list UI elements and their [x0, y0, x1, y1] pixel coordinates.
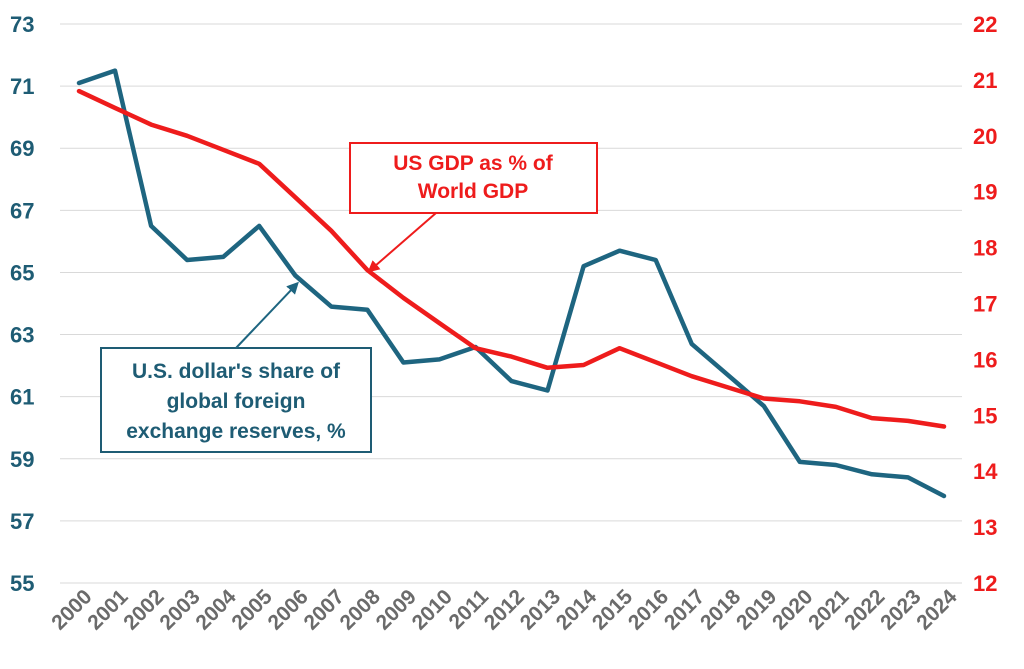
gridlines: [60, 23, 962, 584]
series-line-2: [76, 88, 947, 429]
x-axis-ticks: 2000200120022003200420052006200720082009…: [47, 585, 962, 635]
right-tick-label: 14: [973, 459, 998, 484]
annotation-label-gdp: World GDP: [418, 180, 528, 203]
x-tick-label: 2004: [191, 585, 241, 635]
x-tick-label: 2018: [696, 585, 746, 635]
x-tick-label: 2001: [83, 585, 133, 635]
left-tick-label: 69: [10, 136, 34, 161]
right-tick-label: 16: [973, 347, 997, 372]
left-tick-label: 61: [10, 385, 34, 410]
annotation-label-reserves: exchange reserves, %: [126, 420, 346, 443]
right-axis-ticks: 12 13 14 15 16 17 18 19 20 21 22: [973, 12, 998, 596]
series-lines: [76, 68, 947, 499]
right-tick-label: 15: [973, 403, 997, 428]
x-tick-label: 2003: [155, 585, 204, 634]
left-tick-label: 55: [10, 571, 34, 596]
x-tick-label: 2016: [624, 585, 673, 634]
x-tick-label: 2006: [263, 585, 312, 634]
x-tick-label: 2010: [408, 585, 457, 634]
left-tick-label: 71: [10, 74, 34, 99]
annotation-label-reserves: global foreign: [167, 390, 306, 413]
annotations: US GDP as % of World GDP U.S. dollar's sha…: [100, 142, 598, 453]
x-tick-label: 2023: [876, 585, 925, 634]
right-tick-label: 18: [973, 236, 997, 261]
x-tick-label: 2022: [840, 585, 889, 634]
annotation-box-gdp: [349, 142, 598, 214]
left-tick-label: 67: [10, 198, 34, 223]
right-tick-label: 19: [973, 180, 997, 205]
x-tick-label: 2017: [660, 585, 709, 634]
annotation-label-gdp: US GDP as % of: [393, 152, 553, 175]
x-tick-label: 2014: [552, 585, 602, 635]
x-tick-label: 2002: [119, 585, 168, 634]
right-tick-label: 20: [973, 124, 997, 149]
x-tick-label: 2005: [227, 585, 277, 635]
right-tick-label: 17: [973, 292, 997, 317]
x-tick-label: 2011: [445, 585, 494, 634]
right-tick-label: 22: [973, 12, 997, 37]
x-tick-label: 2013: [516, 585, 565, 634]
x-tick-label: 2020: [768, 585, 817, 634]
x-tick-label: 2000: [47, 585, 96, 634]
x-tick-label: 2008: [336, 585, 386, 635]
annotation-arrow-reserves: [235, 281, 299, 349]
annotation-label-reserves: U.S. dollar's share of: [132, 360, 341, 383]
x-tick-label: 2019: [732, 585, 781, 634]
left-tick-label: 57: [10, 509, 34, 534]
right-tick-label: 21: [973, 68, 997, 93]
x-tick-label: 2009: [372, 585, 421, 634]
left-tick-label: 63: [10, 323, 34, 348]
x-tick-label: 2007: [300, 585, 349, 634]
left-tick-label: 59: [10, 447, 34, 472]
x-tick-label: 2024: [912, 585, 962, 635]
left-tick-label: 65: [10, 260, 34, 285]
x-tick-label: 2015: [588, 585, 638, 635]
right-tick-label: 12: [973, 571, 997, 596]
x-tick-label: 2021: [804, 585, 854, 635]
left-tick-label: 73: [10, 12, 34, 37]
right-tick-label: 13: [973, 515, 997, 540]
annotation-arrow-gdp: [367, 212, 437, 273]
x-tick-label: 2012: [480, 585, 529, 634]
series-line-1: [76, 68, 947, 499]
left-axis-ticks: 55 57 59 61 63 65 67 69 71 73: [10, 12, 34, 596]
